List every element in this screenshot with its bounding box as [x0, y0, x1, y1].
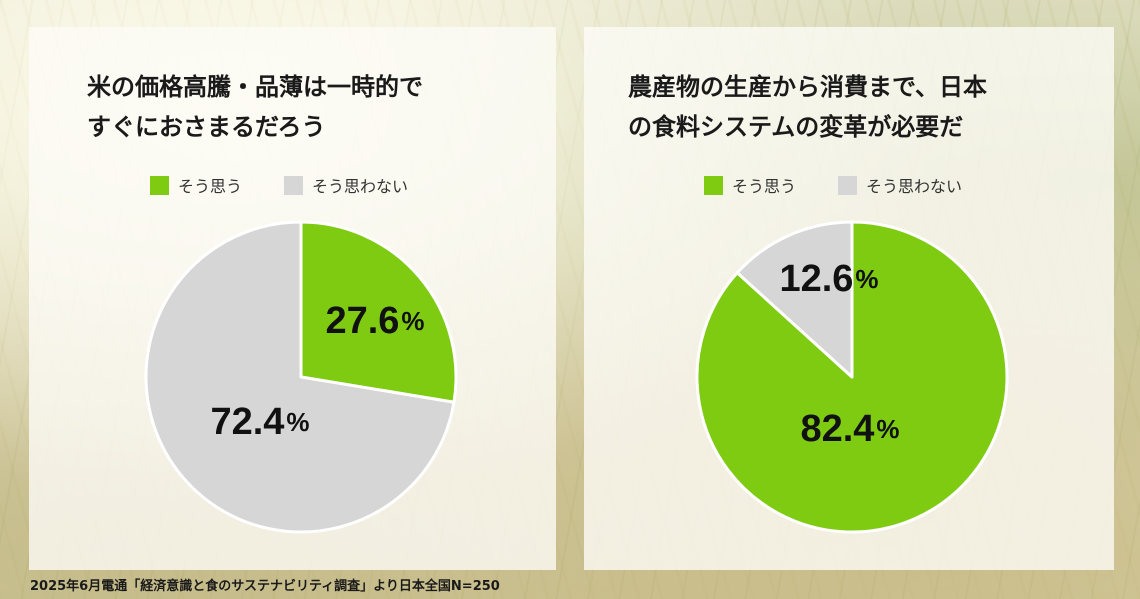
chart-title-line: 農産物の生産から消費まで、日本 — [628, 73, 988, 101]
chart-panel-right: 農産物の生産から消費まで、日本 の食料システムの変革が必要だ そう思う そう思わ… — [584, 27, 1114, 570]
legend-item-no: そう思わない — [838, 173, 962, 197]
pie-slice-no — [735, 220, 854, 379]
legend-swatch-yes — [704, 175, 723, 195]
legend-swatch-no — [838, 175, 858, 195]
legend-item-yes: そう思う — [704, 173, 796, 197]
legend-item-no: そう思わない — [284, 173, 408, 197]
legend-right: そう思う そう思わない — [704, 173, 962, 197]
pie-data-label: 27.6% — [325, 300, 424, 342]
legend-label-yes: そう思う — [178, 177, 243, 196]
chart-title-line: 米の価格高騰・品薄は一時的で — [87, 73, 423, 101]
chart-title-right: 農産物の生産から消費まで、日本 の食料システムの変革が必要だ — [628, 67, 987, 147]
legend-swatch-yes — [150, 175, 169, 195]
source-note: 2025年6月電通「経済意識と食のサステナビリティ調査」より日本全国N=250 — [30, 579, 500, 594]
pie-slice-no — [144, 220, 456, 534]
pie-data-label: 72.4% — [210, 401, 309, 443]
legend-label-no: そう思わない — [312, 177, 409, 196]
pie-chart-left: 27.6% 72.4% — [144, 220, 458, 534]
pie-slice-yes — [299, 220, 458, 404]
chart-title-left: 米の価格高騰・品薄は一時的で すぐにおさまるだろう — [87, 67, 423, 147]
chart-title-line: の食料システムの変革が必要だ — [628, 113, 964, 141]
pie-data-label: 82.4% — [800, 408, 899, 450]
legend-swatch-no — [284, 175, 304, 195]
legend-item-yes: そう思う — [150, 173, 242, 197]
pie-data-label: 12.6% — [779, 258, 878, 300]
chart-panel-left: 米の価格高騰・品薄は一時的で すぐにおさまるだろう そう思う そう思わない 27… — [29, 27, 556, 570]
chart-title-line: すぐにおさまるだろう — [87, 113, 326, 141]
pie-chart-right: 82.4% 12.6% — [695, 220, 1009, 534]
legend-label-yes: そう思う — [732, 177, 797, 196]
legend-left: そう思う そう思わない — [150, 173, 408, 197]
legend-label-no: そう思わない — [866, 177, 963, 196]
